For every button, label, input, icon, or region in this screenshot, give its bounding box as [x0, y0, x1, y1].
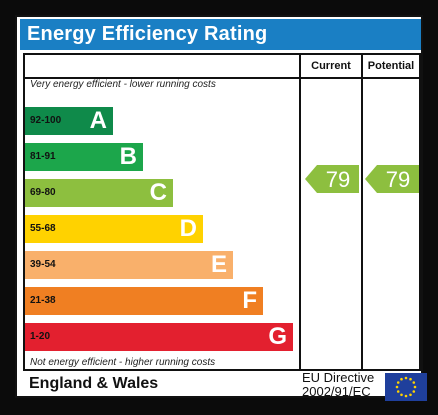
band-range: 21-38 — [30, 295, 56, 306]
band-e: 39-54 E — [25, 251, 233, 279]
band-letter: C — [149, 179, 167, 206]
band-letter: E — [210, 251, 227, 278]
current-rating-value: 79 — [326, 167, 350, 192]
footer: England & Wales EU Directive 2002/91/EC — [23, 371, 427, 401]
current-rating-arrow: 79 — [305, 165, 359, 193]
eu-star — [409, 377, 412, 381]
eu-star — [396, 390, 400, 393]
eu-star — [412, 381, 416, 384]
header-divider — [25, 77, 419, 79]
energy-rating-chart: Energy Efficiency Rating Current Potenti… — [15, 15, 427, 401]
band-g: 1-20 G — [25, 323, 293, 351]
potential-rating-arrow: 79 — [365, 165, 419, 193]
band-f: 21-38 F — [25, 287, 263, 315]
band-letter: B — [119, 143, 137, 170]
potential-header: Potential — [367, 60, 415, 72]
band-a: 92-100 A — [25, 107, 113, 135]
eu-star — [404, 376, 408, 380]
potential-column: Potential — [361, 55, 419, 369]
eu-star — [404, 394, 408, 398]
eu-star — [413, 385, 417, 389]
band-range: 39-54 — [30, 259, 56, 270]
directive-label: EU Directive 2002/91/EC — [302, 371, 374, 399]
chart-title: Energy Efficiency Rating — [20, 19, 421, 50]
eu-star — [395, 385, 399, 389]
band-d: 55-68 D — [25, 215, 203, 243]
potential-rating-value: 79 — [386, 167, 410, 192]
eu-star — [409, 393, 412, 397]
region-label: England & Wales — [29, 375, 159, 392]
eu-star — [396, 381, 400, 384]
band-range: 92-100 — [30, 115, 62, 126]
top-note: Very energy efficient - lower running co… — [30, 79, 216, 90]
directive-line-1: EU Directive — [302, 370, 375, 385]
band-letter: G — [268, 323, 287, 350]
band-range: 1-20 — [30, 331, 51, 342]
current-column: Current — [299, 55, 361, 369]
band-b: 81-91 B — [25, 143, 143, 171]
current-header: Current — [311, 60, 351, 72]
eu-flag-icon — [385, 373, 427, 401]
band-letter: F — [242, 287, 257, 314]
bottom-note: Not energy efficient - higher running co… — [30, 357, 216, 368]
directive-line-2: 2002/91/EC — [302, 384, 371, 399]
eu-star — [400, 393, 403, 397]
eu-star — [400, 377, 403, 381]
band-range: 81-91 — [30, 151, 56, 162]
band-letter: D — [179, 215, 197, 242]
band-letter: A — [89, 107, 107, 134]
band-range: 55-68 — [30, 223, 56, 234]
rating-grid: Current Potential Very energy efficient … — [23, 53, 421, 371]
band-c: 69-80 C — [25, 179, 173, 207]
band-range: 69-80 — [30, 187, 56, 198]
eu-star — [412, 390, 416, 393]
